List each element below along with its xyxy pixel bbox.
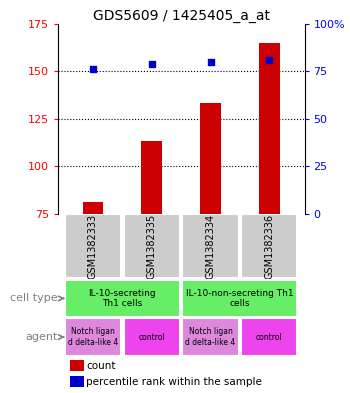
Text: Notch ligan
d delta-like 4: Notch ligan d delta-like 4	[68, 327, 118, 347]
Bar	[70, 360, 84, 371]
Text: IL-10-non-secreting Th1
cells: IL-10-non-secreting Th1 cells	[186, 289, 294, 308]
Bar	[200, 103, 221, 214]
Text: control: control	[138, 332, 165, 342]
Text: GSM1382334: GSM1382334	[205, 214, 216, 279]
Bar	[65, 215, 121, 279]
Text: agent: agent	[25, 332, 64, 342]
Bar	[241, 215, 298, 279]
Bar	[182, 318, 239, 356]
Text: GSM1382335: GSM1382335	[147, 214, 157, 279]
Text: cell type: cell type	[10, 294, 64, 303]
Text: control: control	[256, 332, 283, 342]
Bar	[241, 318, 298, 356]
Text: GSM1382333: GSM1382333	[88, 214, 98, 279]
Bar	[124, 318, 180, 356]
Point	[266, 57, 272, 63]
Text: Notch ligan
d delta-like 4: Notch ligan d delta-like 4	[186, 327, 236, 347]
Bar	[83, 202, 103, 214]
Point	[208, 59, 213, 65]
Text: count: count	[86, 360, 116, 371]
Bar	[65, 318, 121, 356]
Point	[149, 61, 155, 67]
Bar	[141, 141, 162, 214]
Bar	[259, 42, 280, 214]
Text: GSM1382336: GSM1382336	[264, 214, 274, 279]
Bar	[124, 215, 180, 279]
Title: GDS5609 / 1425405_a_at: GDS5609 / 1425405_a_at	[93, 9, 270, 22]
Text: percentile rank within the sample: percentile rank within the sample	[86, 377, 262, 387]
Point	[90, 66, 96, 72]
Bar	[182, 215, 239, 279]
Bar	[182, 279, 298, 318]
Bar	[65, 279, 180, 318]
Text: IL-10-secreting
Th1 cells: IL-10-secreting Th1 cells	[89, 289, 156, 308]
Bar	[70, 376, 84, 387]
